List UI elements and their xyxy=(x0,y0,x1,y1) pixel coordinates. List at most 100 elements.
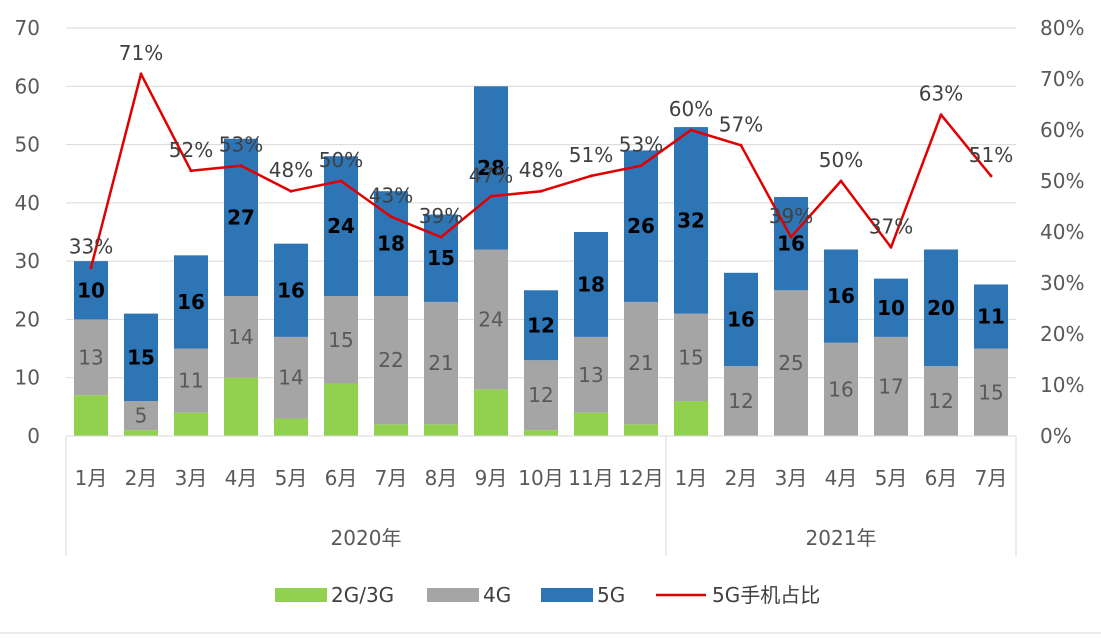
bar-5g xyxy=(674,127,708,314)
legend: 2G/3G 4G 5G 5G手机占比 xyxy=(275,583,820,607)
bar-5g xyxy=(74,261,108,320)
y-tick-right: 10% xyxy=(1040,373,1084,397)
y-tick-left: 70 xyxy=(15,16,40,40)
line-point xyxy=(339,179,343,183)
bar-2g-3g xyxy=(424,424,458,436)
bar-label: 15 xyxy=(328,328,353,352)
bar-label: 16 xyxy=(177,290,205,314)
x-tick-month: 5月 xyxy=(875,466,908,490)
x-tick-month: 4月 xyxy=(225,466,258,490)
legend-swatch xyxy=(541,588,593,602)
bar-2g-3g xyxy=(74,395,108,436)
bar-2g-3g xyxy=(224,377,258,436)
bar-label: 24 xyxy=(478,307,503,331)
legend-label: 4G xyxy=(483,583,511,607)
line-point xyxy=(589,174,593,178)
bar-5g xyxy=(574,232,608,337)
bar-5g xyxy=(774,197,808,291)
x-tick-month: 2月 xyxy=(725,466,758,490)
bar-2g-3g xyxy=(674,401,708,436)
x-tick-month: 5月 xyxy=(275,466,308,490)
x-tick-month: 7月 xyxy=(975,466,1008,490)
y-tick-right: 50% xyxy=(1040,169,1084,193)
bar-label: 12 xyxy=(928,389,953,413)
bar-label: 20 xyxy=(927,296,955,320)
bar-label: 18 xyxy=(577,272,605,296)
y-tick-left: 10 xyxy=(15,366,40,390)
bar-label: 16 xyxy=(827,284,855,308)
bar-5g xyxy=(474,86,508,250)
line-point xyxy=(839,179,843,183)
y-tick-right: 70% xyxy=(1040,67,1084,91)
x-tick-month: 7月 xyxy=(375,466,408,490)
bar-label: 11 xyxy=(977,305,1005,329)
x-tick-month: 9月 xyxy=(475,466,508,490)
line-label: 51% xyxy=(569,143,613,167)
bar-2g-3g xyxy=(624,424,658,436)
line-label: 53% xyxy=(619,133,663,157)
bar-label: 14 xyxy=(278,366,303,390)
line-label: 60% xyxy=(669,97,713,121)
bar-2g-3g xyxy=(474,389,508,436)
bar-label: 15 xyxy=(678,345,703,369)
bar-label: 25 xyxy=(778,351,803,375)
bar-2g-3g xyxy=(174,412,208,436)
x-tick-month: 3月 xyxy=(175,466,208,490)
line-label: 48% xyxy=(519,158,563,182)
y-tick-right: 0% xyxy=(1040,424,1072,448)
bar-5g xyxy=(274,243,308,337)
bar-5g xyxy=(824,249,858,343)
x-group-label: 2020年 xyxy=(331,526,402,550)
bar-5g xyxy=(124,313,158,402)
x-tick-month: 8月 xyxy=(425,466,458,490)
bar-5g xyxy=(974,284,1008,349)
line-label: 50% xyxy=(819,148,863,172)
bar-2g-3g xyxy=(124,430,158,436)
x-axis: 1月 2月 3月 4月 5月 6月 7月 8月 9月 10月 11月 12月 1月 2月 3月 4月 5月 6月 7… xyxy=(65,435,1017,556)
legend-label: 2G/3G xyxy=(331,583,394,607)
bar-label: 12 xyxy=(728,389,753,413)
bar-label: 10 xyxy=(77,278,105,302)
line-label: 53% xyxy=(219,133,263,157)
bar-5g xyxy=(174,255,208,349)
bar-2g-3g xyxy=(524,430,558,436)
x-tick-month: 3月 xyxy=(775,466,808,490)
bar-4g xyxy=(324,296,358,384)
bar-4g xyxy=(174,348,208,413)
line-point xyxy=(289,189,293,193)
bar-label: 22 xyxy=(378,348,403,372)
y-tick-right: 80% xyxy=(1040,16,1084,40)
line-label: 50% xyxy=(319,148,363,172)
line-label: 57% xyxy=(719,112,763,136)
bar-label: 5 xyxy=(135,404,148,428)
y-tick-right: 40% xyxy=(1040,220,1084,244)
bar-4g xyxy=(824,342,858,436)
line-point xyxy=(739,143,743,147)
bar-label: 11 xyxy=(178,369,203,393)
bars: 13 10 5 15 11 16 14 27 14 16 15 24 22 18 21 15 24 28 12 12 1… xyxy=(74,86,1008,436)
bar-label: 27 xyxy=(227,205,255,229)
line-label: 39% xyxy=(769,204,813,228)
bar-label: 14 xyxy=(228,325,253,349)
line-label: 48% xyxy=(269,158,313,182)
bar-2g-3g xyxy=(274,418,308,436)
line-label: 63% xyxy=(919,82,963,106)
line-point xyxy=(639,164,643,168)
y-tick-left: 30 xyxy=(15,249,40,273)
line-label: 51% xyxy=(969,143,1013,167)
bar-4g xyxy=(274,336,308,419)
y-tick-left: 0 xyxy=(27,424,40,448)
line-label: 39% xyxy=(419,204,463,228)
bar-label: 15 xyxy=(427,246,455,270)
y-tick-right: 60% xyxy=(1040,118,1084,142)
legend-swatch xyxy=(275,588,327,602)
line-label: 43% xyxy=(369,184,413,208)
x-tick-month: 12月 xyxy=(618,466,663,490)
bar-4g xyxy=(224,296,258,378)
x-tick-month: 10月 xyxy=(518,466,563,490)
line-label: 52% xyxy=(169,138,213,162)
bar-label: 16 xyxy=(727,307,755,331)
bar-2g-3g xyxy=(324,383,358,436)
bar-4g xyxy=(374,296,408,425)
